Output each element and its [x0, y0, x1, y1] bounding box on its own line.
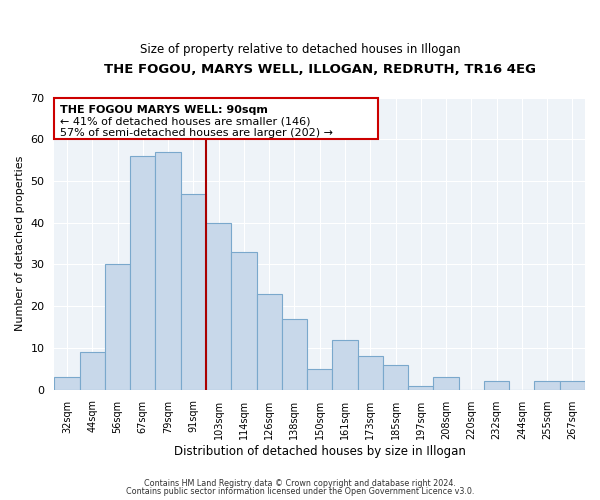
Bar — [433, 377, 458, 390]
Text: ← 41% of detached houses are smaller (146): ← 41% of detached houses are smaller (14… — [60, 116, 310, 126]
Bar — [282, 319, 307, 390]
FancyBboxPatch shape — [55, 98, 378, 139]
Text: 57% of semi-detached houses are larger (202) →: 57% of semi-detached houses are larger (… — [60, 128, 333, 138]
Bar — [80, 352, 105, 390]
Bar — [535, 382, 560, 390]
Bar — [257, 294, 282, 390]
Bar — [484, 382, 509, 390]
Bar — [206, 222, 231, 390]
Bar — [181, 194, 206, 390]
Bar — [231, 252, 257, 390]
Bar — [105, 264, 130, 390]
Y-axis label: Number of detached properties: Number of detached properties — [15, 156, 25, 332]
Bar — [560, 382, 585, 390]
Bar — [408, 386, 433, 390]
Text: Size of property relative to detached houses in Illogan: Size of property relative to detached ho… — [140, 42, 460, 56]
Text: THE FOGOU MARYS WELL: 90sqm: THE FOGOU MARYS WELL: 90sqm — [60, 105, 268, 115]
Bar — [307, 369, 332, 390]
Bar — [155, 152, 181, 390]
Bar — [358, 356, 383, 390]
Bar — [332, 340, 358, 390]
Bar — [383, 364, 408, 390]
Bar — [130, 156, 155, 390]
Title: THE FOGOU, MARYS WELL, ILLOGAN, REDRUTH, TR16 4EG: THE FOGOU, MARYS WELL, ILLOGAN, REDRUTH,… — [104, 62, 536, 76]
Text: Contains HM Land Registry data © Crown copyright and database right 2024.: Contains HM Land Registry data © Crown c… — [144, 478, 456, 488]
X-axis label: Distribution of detached houses by size in Illogan: Distribution of detached houses by size … — [174, 444, 466, 458]
Bar — [55, 377, 80, 390]
Text: Contains public sector information licensed under the Open Government Licence v3: Contains public sector information licen… — [126, 487, 474, 496]
